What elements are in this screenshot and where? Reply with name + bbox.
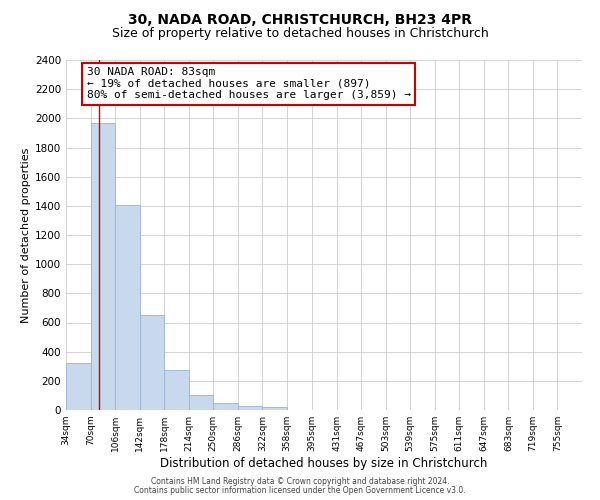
X-axis label: Distribution of detached houses by size in Christchurch: Distribution of detached houses by size … (160, 457, 488, 470)
Bar (66, 362, 91, 410)
Bar (262, 407, 287, 410)
Bar (238, 406, 262, 410)
Text: Contains public sector information licensed under the Open Government Licence v3: Contains public sector information licen… (134, 486, 466, 495)
Bar (115, 205, 140, 410)
Text: 30 NADA ROAD: 83sqm
← 19% of detached houses are smaller (897)
80% of semi-detac: 30 NADA ROAD: 83sqm ← 19% of detached ho… (86, 67, 410, 100)
Bar (91, 122, 115, 410)
Text: 30, NADA ROAD, CHRISTCHURCH, BH23 4PR: 30, NADA ROAD, CHRISTCHURCH, BH23 4PR (128, 12, 472, 26)
Bar (188, 396, 213, 410)
Bar (140, 315, 164, 410)
Bar (164, 370, 188, 410)
Bar (213, 404, 238, 410)
Text: Contains HM Land Registry data © Crown copyright and database right 2024.: Contains HM Land Registry data © Crown c… (151, 477, 449, 486)
Y-axis label: Number of detached properties: Number of detached properties (21, 148, 31, 322)
Text: Size of property relative to detached houses in Christchurch: Size of property relative to detached ho… (112, 28, 488, 40)
